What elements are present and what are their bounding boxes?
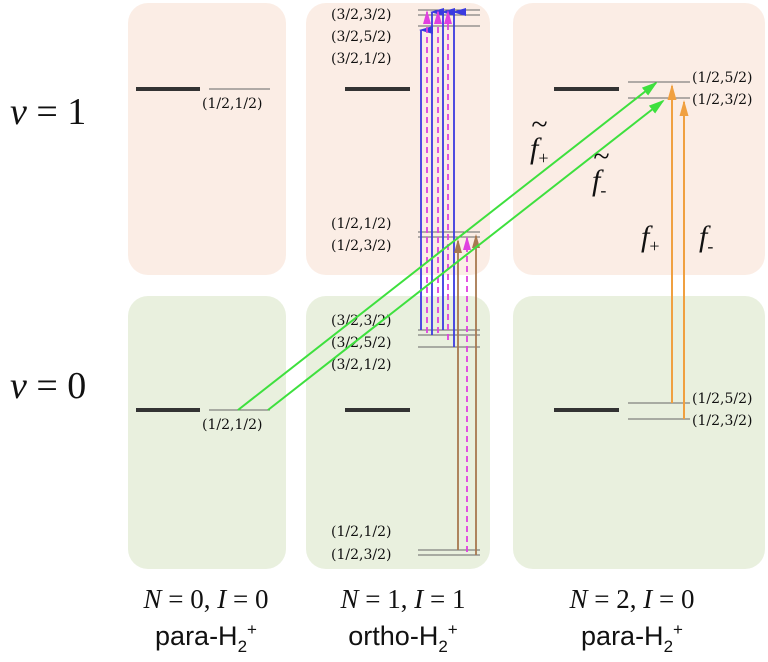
transition-ft-plus (237, 81, 658, 411)
hyperfine-labels: (1/2,1/2) (1/2,1/2) (3/2,3/2) (3/2,5/2) … (202, 7, 752, 563)
hf-label-para2-v1-1: (1/2,3/2) (692, 92, 752, 108)
label-ft-minus-tilde: ~ (593, 140, 609, 173)
label-ft-plus-tilde: ~ (531, 108, 547, 141)
v1-label: v = 1 (10, 91, 86, 133)
box-para0-v1 (128, 3, 286, 275)
column-label-para2: N = 2, I = 0 (569, 584, 695, 614)
v0-label: v = 0 (10, 365, 86, 407)
hf-label-ortho-v0-top-1: (3/2,5/2) (331, 335, 391, 351)
hf-label-para0-v1: (1/2,1/2) (202, 96, 262, 112)
hf-label-ortho-v1-bottom-0: (1/2,1/2) (331, 216, 391, 232)
transition-ft-minus (267, 99, 665, 411)
para2-transitions (667, 84, 689, 419)
box-ortho-v0 (306, 296, 490, 569)
species-label-ortho: ortho-H2+ (348, 620, 458, 656)
box-para2-v0 (513, 296, 765, 569)
box-para2-v1 (513, 3, 765, 275)
rotational-levels (136, 87, 619, 412)
ortho-lower-transitions (454, 234, 480, 555)
hf-label-para2-v1-0: (1/2,5/2) (692, 70, 752, 86)
hf-label-ortho-v1-top-0: (3/2,3/2) (331, 7, 391, 23)
hf-label-para2-v0-0: (1/2,5/2) (692, 391, 752, 407)
species-label-para0: para-H2+ (155, 620, 257, 656)
column-label-ortho: N = 1, I = 1 (340, 584, 466, 614)
hf-label-ortho-v0-bottom-0: (1/2,1/2) (331, 524, 391, 540)
hf-label-ortho-v0-top-2: (3/2,1/2) (331, 357, 391, 373)
species-label-para2: para-H2+ (581, 620, 683, 656)
ortho-upper-transitions (419, 8, 466, 347)
hf-label-ortho-v1-top-2: (3/2,1/2) (331, 51, 391, 67)
column-label-para0: N = 0, I = 0 (143, 584, 269, 614)
hf-label-para0-v0: (1/2,1/2) (202, 417, 262, 433)
hf-label-ortho-v1-top-1: (3/2,5/2) (331, 29, 391, 45)
box-ortho-v1 (306, 3, 490, 275)
hf-label-para2-v0-1: (1/2,3/2) (692, 413, 752, 429)
box-para0-v0 (128, 296, 286, 569)
green-transitions (237, 81, 665, 411)
state-boxes (128, 3, 765, 569)
hf-label-ortho-v0-bottom-1: (1/2,3/2) (331, 547, 391, 563)
hf-label-ortho-v1-bottom-1: (1/2,3/2) (331, 238, 391, 254)
column-labels: N = 0, I = 0 para-H2+ N = 1, I = 1 ortho… (143, 584, 695, 656)
